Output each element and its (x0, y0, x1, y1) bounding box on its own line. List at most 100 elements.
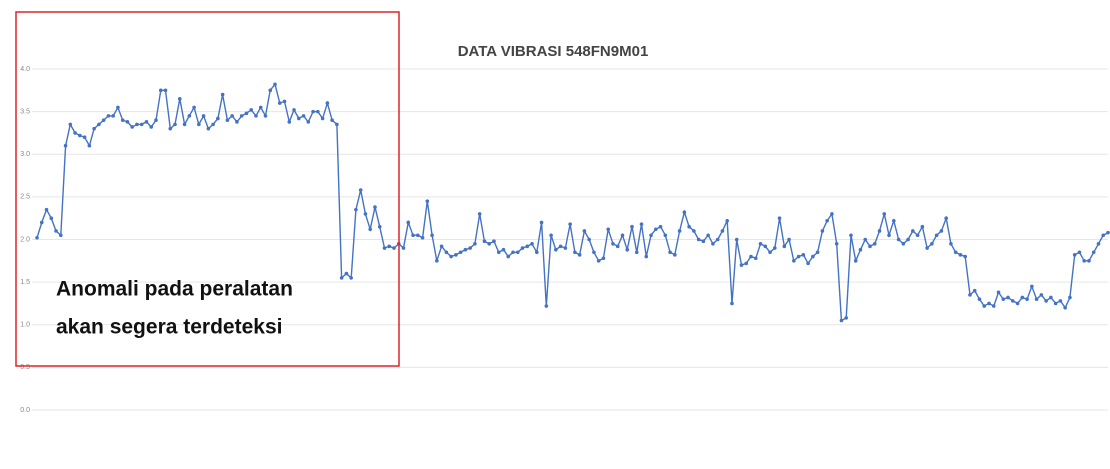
data-point (1101, 233, 1106, 238)
data-point (49, 216, 54, 220)
data-point (306, 120, 311, 124)
data-point (892, 218, 896, 223)
data-point (463, 247, 468, 252)
data-point (201, 114, 206, 118)
data-point (663, 233, 668, 238)
data-point (192, 105, 196, 110)
data-point (301, 114, 306, 118)
data-point (401, 246, 406, 250)
data-point (68, 122, 73, 127)
data-point (1011, 299, 1015, 303)
data-point (230, 114, 234, 118)
plot-area: 0.0 0.5 1.0 1.5 2.0 2.5 3.0 3.5 4.0 (20, 66, 1110, 414)
data-point (763, 244, 768, 249)
data-point (101, 118, 106, 122)
data-point (901, 241, 906, 246)
data-point (73, 131, 77, 135)
data-point (601, 256, 606, 261)
annotation-line: Anomali pada peralatan (56, 278, 293, 301)
data-point (430, 233, 434, 238)
data-point (220, 92, 225, 97)
data-point (311, 109, 315, 114)
data-point (111, 114, 115, 118)
data-point (573, 250, 577, 255)
data-point (78, 133, 82, 138)
annotation-line: akan segera terdeteksi (56, 316, 282, 339)
data-point (592, 250, 596, 255)
data-point (834, 241, 839, 246)
data-point (92, 126, 96, 131)
data-point (411, 233, 415, 238)
data-point (644, 254, 649, 259)
data-point (320, 116, 325, 121)
data-point (1082, 259, 1086, 263)
data-point (987, 301, 991, 306)
data-point (344, 271, 349, 276)
data-point (915, 233, 920, 238)
data-point (520, 246, 525, 250)
data-point (863, 237, 868, 242)
data-point (44, 207, 49, 212)
data-point (625, 247, 630, 252)
data-point (363, 212, 368, 216)
data-point (392, 246, 396, 250)
data-point (130, 125, 134, 129)
data-point (692, 229, 696, 233)
data-point (377, 224, 382, 229)
data-point (730, 301, 734, 306)
data-point (292, 108, 296, 112)
data-point (849, 233, 853, 238)
data-point (325, 101, 330, 105)
data-point (877, 229, 882, 233)
data-point (711, 241, 715, 246)
data-point (649, 233, 653, 238)
data-point (911, 229, 915, 233)
data-point (568, 222, 572, 226)
data-point (1049, 295, 1053, 300)
data-point (920, 224, 925, 229)
data-point (944, 216, 948, 220)
data-point (335, 122, 339, 127)
data-point (682, 210, 687, 215)
data-point (796, 254, 801, 259)
data-point (316, 109, 320, 114)
data-point (563, 246, 568, 250)
data-point (39, 220, 44, 225)
data-point (1039, 293, 1044, 297)
data-point (715, 237, 720, 242)
data-point (606, 227, 610, 232)
data-point (1072, 253, 1077, 257)
y-tick-label: 3.5 (20, 108, 30, 115)
data-point (925, 246, 929, 250)
data-point (515, 250, 520, 255)
data-point (406, 220, 411, 225)
data-point (54, 229, 58, 233)
data-point (82, 135, 87, 139)
data-point (530, 241, 534, 246)
data-point (972, 288, 977, 293)
data-point (444, 250, 449, 255)
chart-title: DATA VIBRASI 548FN9M01 (458, 43, 649, 60)
data-point (354, 207, 358, 212)
data-point (934, 233, 939, 238)
data-point (120, 118, 125, 122)
data-point (858, 247, 863, 252)
data-point (225, 118, 230, 122)
data-point (1001, 297, 1006, 301)
data-point (749, 254, 753, 259)
data-point (144, 120, 149, 124)
data-point (887, 233, 891, 238)
data-point (439, 244, 444, 249)
data-point (739, 263, 744, 267)
y-tick-label: 1.0 (20, 322, 30, 329)
data-point (853, 259, 858, 263)
data-point (454, 253, 458, 257)
data-point (487, 241, 492, 246)
data-point (135, 122, 139, 127)
data-point (963, 254, 967, 259)
y-tick-label: 1.5 (20, 279, 30, 286)
data-point (235, 120, 239, 124)
data-point (820, 229, 825, 233)
data-point (97, 122, 101, 127)
